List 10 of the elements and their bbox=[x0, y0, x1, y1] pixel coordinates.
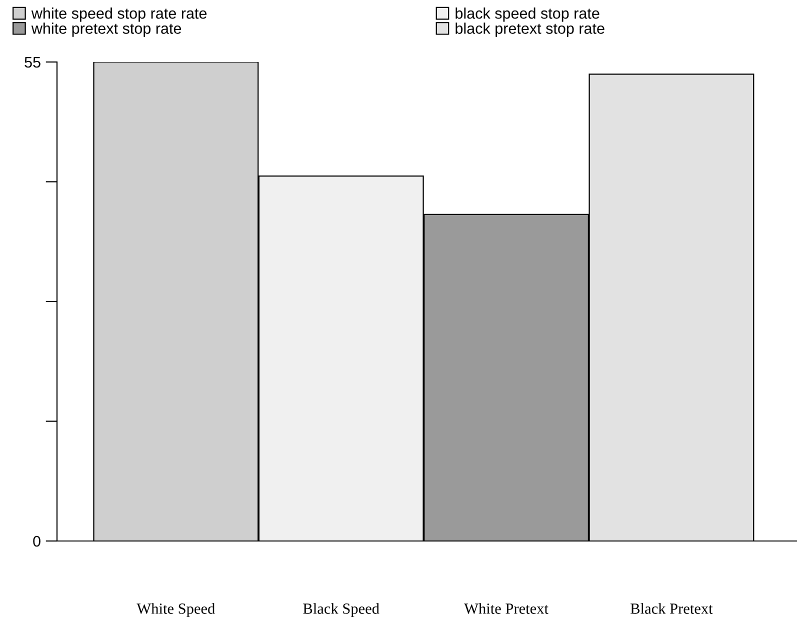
legend-label: black pretext stop rate bbox=[456, 22, 604, 37]
x-tick-label: Black Speed bbox=[303, 603, 380, 617]
x-tick-label: White Speed bbox=[136, 603, 215, 617]
y-tick-label: 55 bbox=[24, 57, 40, 68]
y-tick-label: 0 bbox=[33, 536, 40, 547]
legend-label: white speed stop rate rate bbox=[31, 8, 207, 22]
x-tick-label: White Pretext bbox=[464, 603, 548, 614]
x-tick-label: Black Pretext bbox=[630, 603, 713, 614]
legend-label: black speed stop rate bbox=[456, 8, 600, 22]
legend-label: white pretext stop rate bbox=[31, 22, 182, 37]
